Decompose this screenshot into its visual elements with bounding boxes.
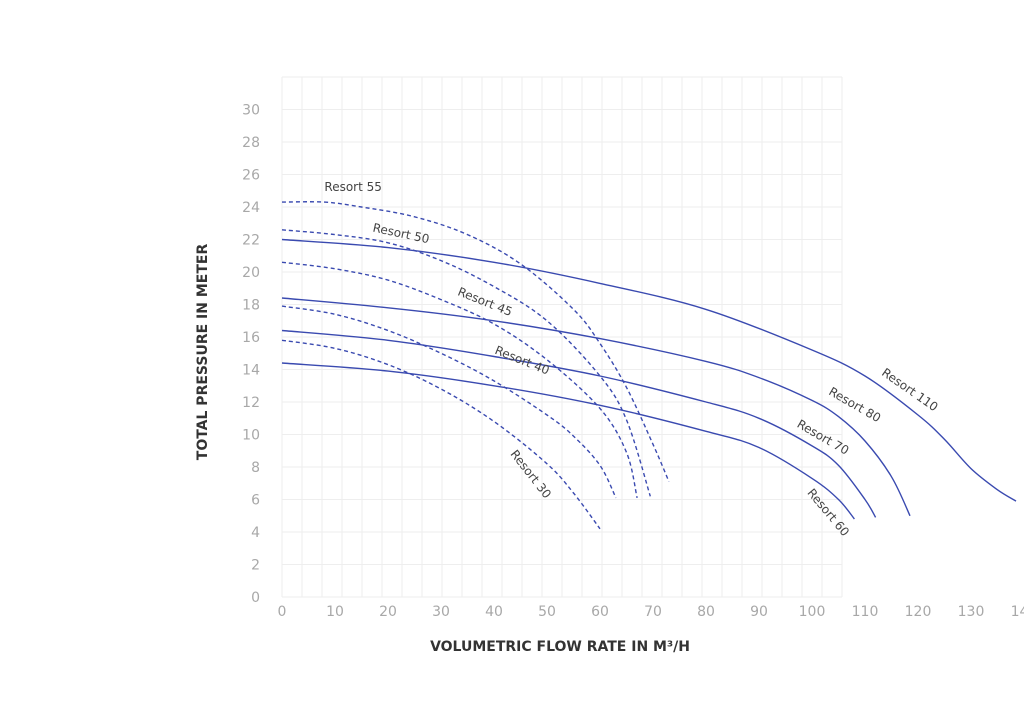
- y-tick-label: 2: [251, 558, 260, 574]
- curve-resort-70: [281, 329, 877, 518]
- curves: [281, 201, 1017, 530]
- curve-label-resort-45: Resort 45: [456, 285, 515, 320]
- curve-resort-80: [281, 297, 911, 517]
- curve-resort-50: [281, 229, 651, 497]
- x-tick-label: 90: [750, 604, 768, 620]
- x-tick-label: 130: [958, 604, 985, 620]
- x-tick-label: 110: [852, 604, 879, 620]
- x-tick-label: 70: [644, 604, 662, 620]
- x-tick-label: 60: [591, 604, 609, 620]
- y-tick-label: 14: [242, 363, 260, 379]
- x-tick-label: 30: [432, 604, 450, 620]
- curve-resort-110: [281, 238, 1017, 502]
- curve-resort-60: [281, 362, 855, 520]
- x-tick-label: 120: [905, 604, 932, 620]
- y-tick-label: 22: [242, 233, 260, 249]
- y-tick-label: 0: [251, 590, 260, 606]
- x-tick-label: 80: [697, 604, 715, 620]
- x-tick-label: 140: [1011, 604, 1024, 620]
- curve-label-resort-70: Resort 70: [795, 417, 852, 458]
- y-tick-label: 12: [242, 395, 260, 411]
- x-tick-label: 10: [326, 604, 344, 620]
- y-tick-label: 24: [242, 200, 260, 216]
- x-axis-title: VOLUMETRIC FLOW RATE IN M³/H: [430, 639, 690, 655]
- curve-label-resort-55: Resort 55: [324, 180, 382, 194]
- grid: [281, 76, 843, 598]
- x-tick-label: 20: [379, 604, 397, 620]
- y-tick-label: 8: [251, 460, 260, 476]
- x-tick-label: 100: [799, 604, 826, 620]
- y-tick-label: 28: [242, 135, 260, 151]
- x-tick-labels: 0 10 20 30 40 50 60 70 80 90 100 110 120 130 140: [278, 604, 1024, 620]
- y-tick-label: 20: [242, 265, 260, 281]
- y-tick-label: 4: [251, 525, 260, 541]
- curve-label-resort-30: Resort 30: [508, 447, 554, 501]
- y-tick-label: 18: [242, 298, 260, 314]
- y-tick-label: 16: [242, 330, 260, 346]
- x-tick-label: 0: [278, 604, 287, 620]
- y-tick-label: 6: [251, 493, 260, 509]
- x-tick-label: 50: [538, 604, 556, 620]
- x-tick-label: 40: [485, 604, 503, 620]
- curve-label-resort-110: Resort 110: [879, 365, 940, 414]
- curve-resort-45: [281, 261, 638, 499]
- curve-label-resort-60: Resort 60: [804, 486, 852, 539]
- curve-resort-30: [281, 339, 601, 530]
- y-tick-label: 26: [242, 168, 260, 184]
- y-tick-label: 30: [242, 103, 260, 119]
- curve-label-resort-80: Resort 80: [826, 384, 883, 425]
- y-axis-title: TOTAL PRESSURE IN METER: [195, 244, 211, 461]
- curve-resort-40: [281, 305, 617, 499]
- y-tick-label: 10: [242, 428, 260, 444]
